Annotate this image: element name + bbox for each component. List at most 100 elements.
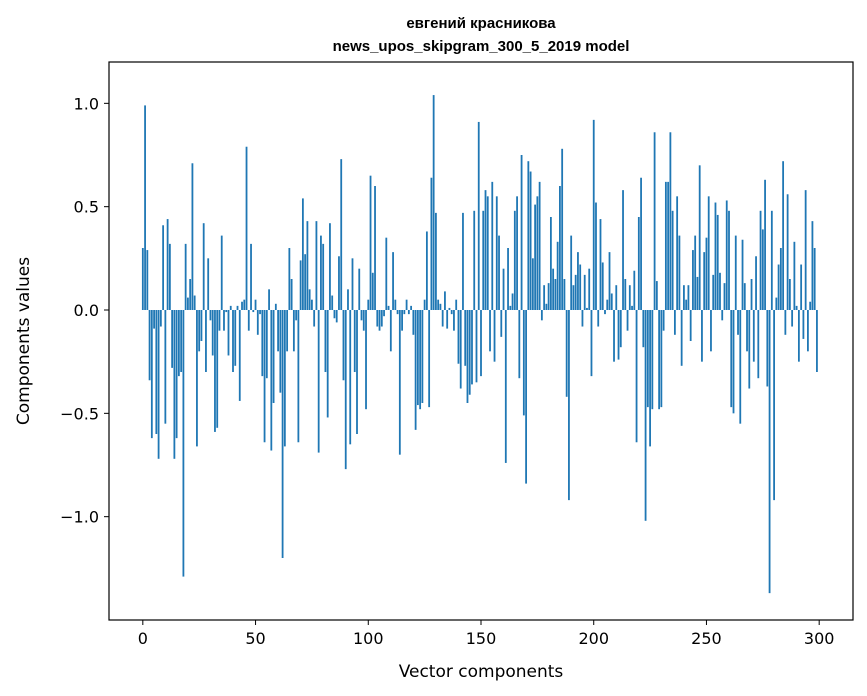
bar: [486, 196, 489, 310]
bar: [378, 310, 381, 331]
bar: [322, 243, 325, 310]
bar: [450, 310, 453, 315]
bar: [347, 289, 349, 310]
chart-title: евгений красникова: [406, 15, 556, 32]
bar: [351, 258, 354, 310]
bar: [701, 310, 703, 362]
bar: [606, 299, 609, 310]
bar: [241, 301, 243, 310]
bar: [148, 310, 151, 381]
bar: [247, 310, 250, 331]
bar: [725, 200, 728, 310]
bar: [349, 310, 352, 445]
x-tick-label: 100: [353, 629, 384, 648]
bar: [746, 310, 748, 352]
bar: [527, 161, 530, 310]
bar: [511, 293, 514, 310]
bar: [414, 310, 417, 430]
bar: [563, 279, 566, 310]
bar: [779, 248, 782, 310]
bar: [335, 310, 338, 323]
x-tick-label: 50: [245, 629, 265, 648]
bar: [534, 204, 537, 310]
bar: [198, 310, 201, 352]
bar: [385, 237, 388, 310]
bar: [536, 196, 539, 310]
bar: [588, 268, 591, 310]
x-tick-label: 200: [578, 629, 609, 648]
bar: [802, 310, 805, 339]
bar: [283, 310, 286, 447]
bar: [340, 159, 343, 310]
bar: [680, 310, 683, 366]
bar: [162, 225, 165, 310]
bar: [644, 310, 647, 521]
bar: [615, 285, 618, 310]
bar: [622, 190, 624, 310]
bar: [752, 310, 755, 362]
bar: [705, 237, 708, 310]
bar: [416, 310, 419, 406]
bar: [238, 310, 241, 401]
bar: [428, 310, 431, 408]
x-axis: 0 50 100 150 200 250 300: [138, 620, 834, 648]
bar: [737, 310, 739, 335]
bar: [455, 299, 458, 310]
bar: [495, 196, 498, 310]
y-tick-label: −0.5: [60, 404, 99, 423]
bar: [297, 310, 300, 443]
bar: [254, 299, 257, 310]
bar: [209, 310, 212, 321]
bar: [743, 283, 746, 310]
bar: [218, 310, 221, 331]
bar: [473, 210, 476, 310]
bar: [698, 165, 701, 310]
bar: [678, 235, 681, 310]
bar: [610, 293, 613, 310]
bar: [545, 303, 548, 310]
bar: [475, 310, 478, 383]
bar: [401, 310, 403, 331]
bar: [180, 310, 183, 372]
bar: [741, 239, 744, 310]
bar: [766, 310, 769, 387]
bar: [141, 248, 144, 310]
bar: [200, 310, 203, 341]
bar: [518, 310, 521, 379]
bar: [306, 221, 309, 310]
bar: [671, 210, 674, 310]
bar: [175, 310, 178, 439]
bar: [649, 310, 651, 447]
bar: [556, 241, 559, 310]
bar: [471, 310, 473, 385]
bar: [342, 310, 345, 381]
bar: [272, 310, 275, 403]
bar: [800, 264, 803, 310]
bar: [784, 310, 787, 335]
bar: [581, 310, 584, 327]
bar: [412, 310, 415, 335]
bar: [164, 310, 167, 424]
bar: [193, 295, 196, 310]
bar: [739, 310, 742, 424]
bar: [732, 310, 735, 414]
bar: [683, 285, 685, 310]
bar: [396, 310, 399, 315]
bar: [220, 235, 223, 310]
bar: [211, 310, 214, 356]
bar: [775, 297, 778, 310]
bar: [786, 194, 789, 310]
bar: [263, 310, 266, 443]
bar: [338, 256, 340, 310]
bar: [604, 310, 606, 315]
bar: [777, 264, 780, 310]
bar: [689, 310, 692, 341]
bar: [543, 285, 546, 310]
bar: [457, 310, 460, 364]
bar: [403, 310, 406, 315]
bar: [716, 214, 719, 310]
bar: [655, 281, 658, 310]
bar: [155, 310, 158, 434]
bar: [425, 231, 428, 310]
bar: [816, 310, 818, 372]
